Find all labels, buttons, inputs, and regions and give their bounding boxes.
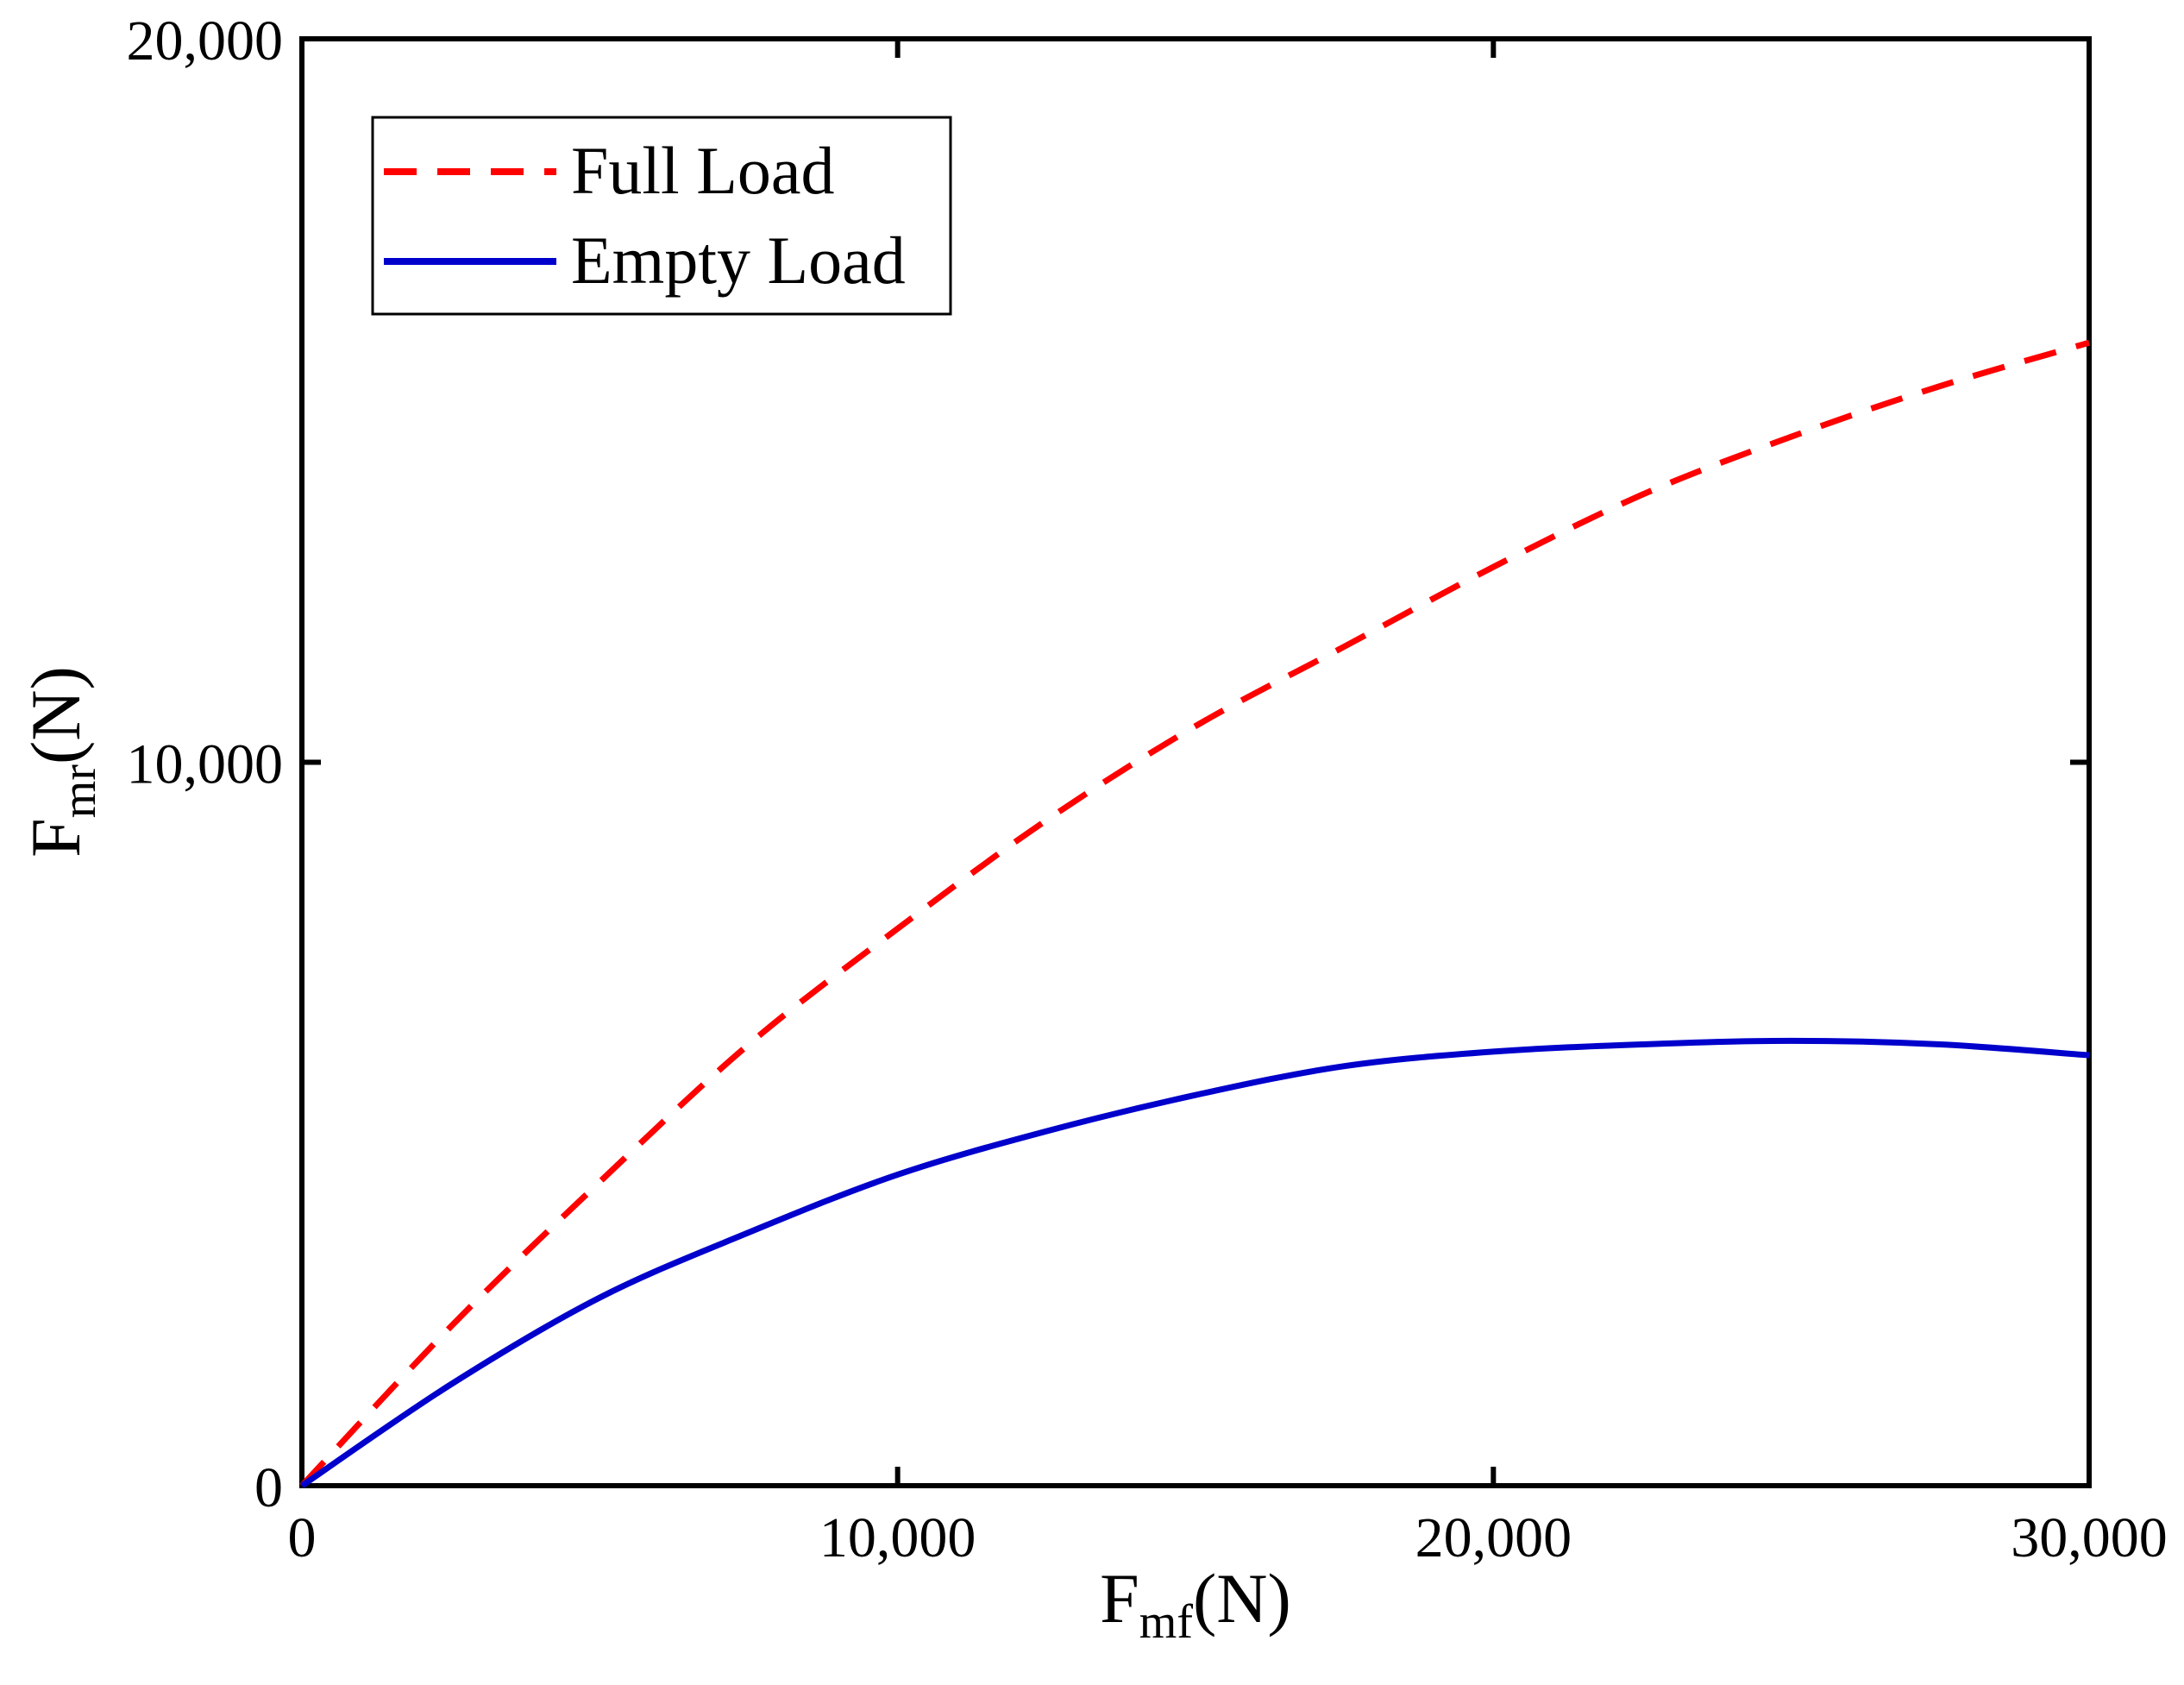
x-tick-label: 0 xyxy=(288,1506,317,1569)
x-tick-label: 10,000 xyxy=(819,1506,976,1569)
x-tick-labels: 0 10,000 20,000 30,000 xyxy=(288,1506,2168,1569)
y-tick-label: 10,000 xyxy=(127,733,284,796)
y-axis-label-sub: mr xyxy=(53,764,106,819)
x-tick-label: 20,000 xyxy=(1415,1506,1572,1569)
series-line-empty-load xyxy=(300,1037,2090,1488)
x-axis-label: Fmf(N) xyxy=(1100,1559,1291,1649)
y-axis-label-unit: (N) xyxy=(16,666,95,764)
x-axis-label-unit: (N) xyxy=(1193,1559,1291,1638)
y-axis-label-main: F xyxy=(16,818,95,858)
legend-label-empty-load: Empty Load xyxy=(571,223,906,298)
legend: Full Load Empty Load xyxy=(371,116,952,316)
series-group xyxy=(299,339,2090,1488)
series-line-full-load xyxy=(299,339,2090,1488)
y-tick-label: 20,000 xyxy=(127,9,284,72)
legend-box xyxy=(371,116,952,316)
x-tick-label: 30,000 xyxy=(2011,1506,2168,1569)
y-axis-label: Fmr(N) xyxy=(16,666,106,858)
x-axis-label-sub: mf xyxy=(1139,1595,1194,1649)
axis-ticks xyxy=(299,36,2092,1488)
legend-label-full-load: Full Load xyxy=(571,133,835,208)
y-tick-label: 0 xyxy=(254,1456,283,1519)
x-axis-label-main: F xyxy=(1100,1559,1139,1638)
y-tick-labels: 0 10,000 20,000 xyxy=(127,9,284,1519)
